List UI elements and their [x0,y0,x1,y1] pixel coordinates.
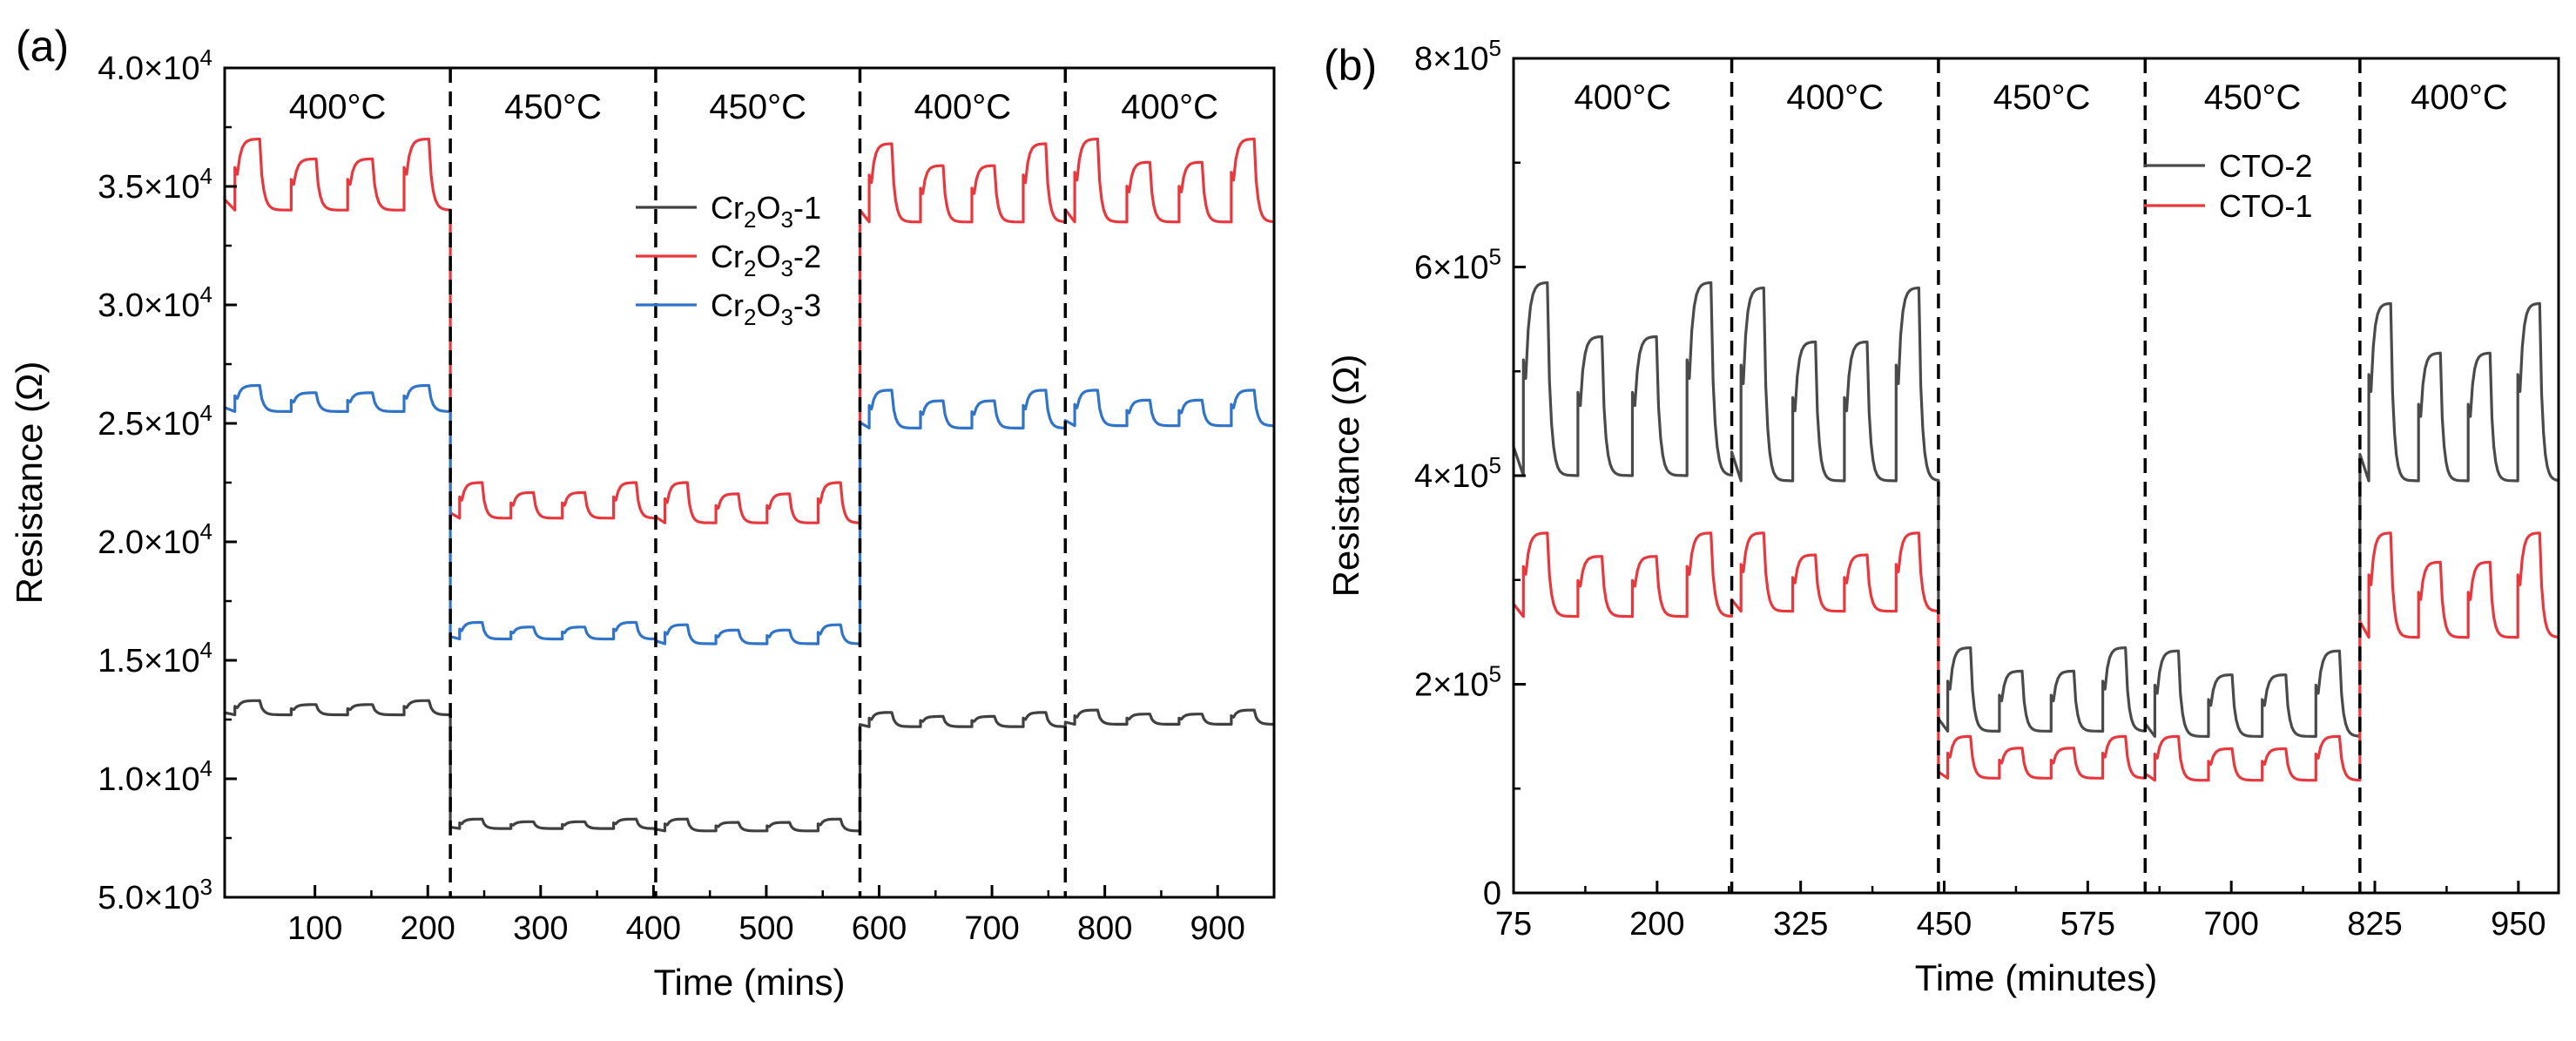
panel-label: (a) [16,22,69,71]
x-tick-label: 700 [2203,906,2258,943]
y-tick-label: 8×105 [1414,35,1501,78]
y-tick-label: 2.5×104 [98,400,212,443]
legend: Cr2O3-1 Cr2O3-2 Cr2O3-3 [636,190,821,330]
temperature-label: 450°C [504,88,602,126]
temperature-label: 400°C [2411,78,2508,117]
legend-entry-0: Cr2O3-1 [711,190,821,233]
x-tick-label: 75 [1495,906,1532,943]
y-tick-label: 2.0×104 [98,518,212,561]
legend: CTO-2 CTO-1 [2144,148,2312,224]
temperature-label: 400°C [1121,88,1218,126]
series-line-cr2o3-3 [223,383,1274,646]
chart-panel-b: (b) 400°C 400°C 450°C 450°C 400°C 75 200 325 450 5… [1324,35,2560,998]
x-tick-label: 900 [1190,910,1245,947]
x-axis-title: Time (minutes) [1915,957,2157,998]
legend-entry-0: CTO-2 [2219,148,2312,184]
y-tick-label: 5.0×103 [98,874,212,916]
series-line-cr2o3-1 [223,699,1274,833]
series-line-cto-2 [1512,281,2559,738]
y-tick-label: 0 [1483,875,1501,912]
y-tick-label: 4.0×104 [98,44,212,87]
x-tick-label: 825 [2347,906,2402,943]
y-axis-title: Resistance (Ω) [1325,355,1366,598]
series-line-cto-1 [1512,531,2559,782]
temperature-label: 450°C [709,88,806,126]
x-tick-label: 300 [513,910,568,947]
temperature-label: 450°C [2204,78,2302,117]
y-tick-label: 6×105 [1414,244,1501,287]
x-tick-label: 100 [287,910,342,947]
x-tick-label: 200 [1629,906,1684,943]
legend-entry-2: Cr2O3-3 [711,287,821,330]
legend-entry-1: Cr2O3-2 [711,239,821,281]
y-tick-label: 3.5×104 [98,163,212,206]
x-tick-label: 575 [2060,906,2115,943]
plot-frame [223,66,1276,899]
x-tick-label: 200 [401,910,455,947]
x-tick-label: 325 [1773,906,1828,943]
x-axis-title: Time (mins) [653,962,845,1003]
x-tick-label: 950 [2491,906,2546,943]
temperature-label: 400°C [289,88,387,126]
x-tick-label: 800 [1077,910,1132,947]
y-tick-label: 1.5×104 [98,637,212,679]
y-tick-label: 4×105 [1414,452,1501,495]
temperature-label: 400°C [1574,78,1671,117]
temperature-label: 400°C [914,88,1012,126]
y-tick-label: 2×105 [1414,661,1501,704]
series-line-cr2o3-2 [223,138,1275,524]
x-tick-label: 500 [738,910,793,947]
x-tick-label: 600 [852,910,907,947]
x-tick-label: 450 [1917,906,1972,943]
temperature-label: 400°C [1786,78,1884,117]
x-tick-label: 400 [626,910,681,947]
y-tick-label: 3.0×104 [98,281,212,324]
x-tick-label: 700 [964,910,1019,947]
panel-label: (b) [1324,41,1377,90]
temperature-label: 450°C [1993,78,2091,117]
y-tick-label: 1.0×104 [98,755,212,798]
legend-entry-1: CTO-1 [2219,188,2312,224]
y-axis-title: Resistance (Ω) [9,362,50,605]
chart-panel-a: (a) 400°C 450°C 450°C 400°C 400°C 100 200 300 400… [9,22,1276,1003]
